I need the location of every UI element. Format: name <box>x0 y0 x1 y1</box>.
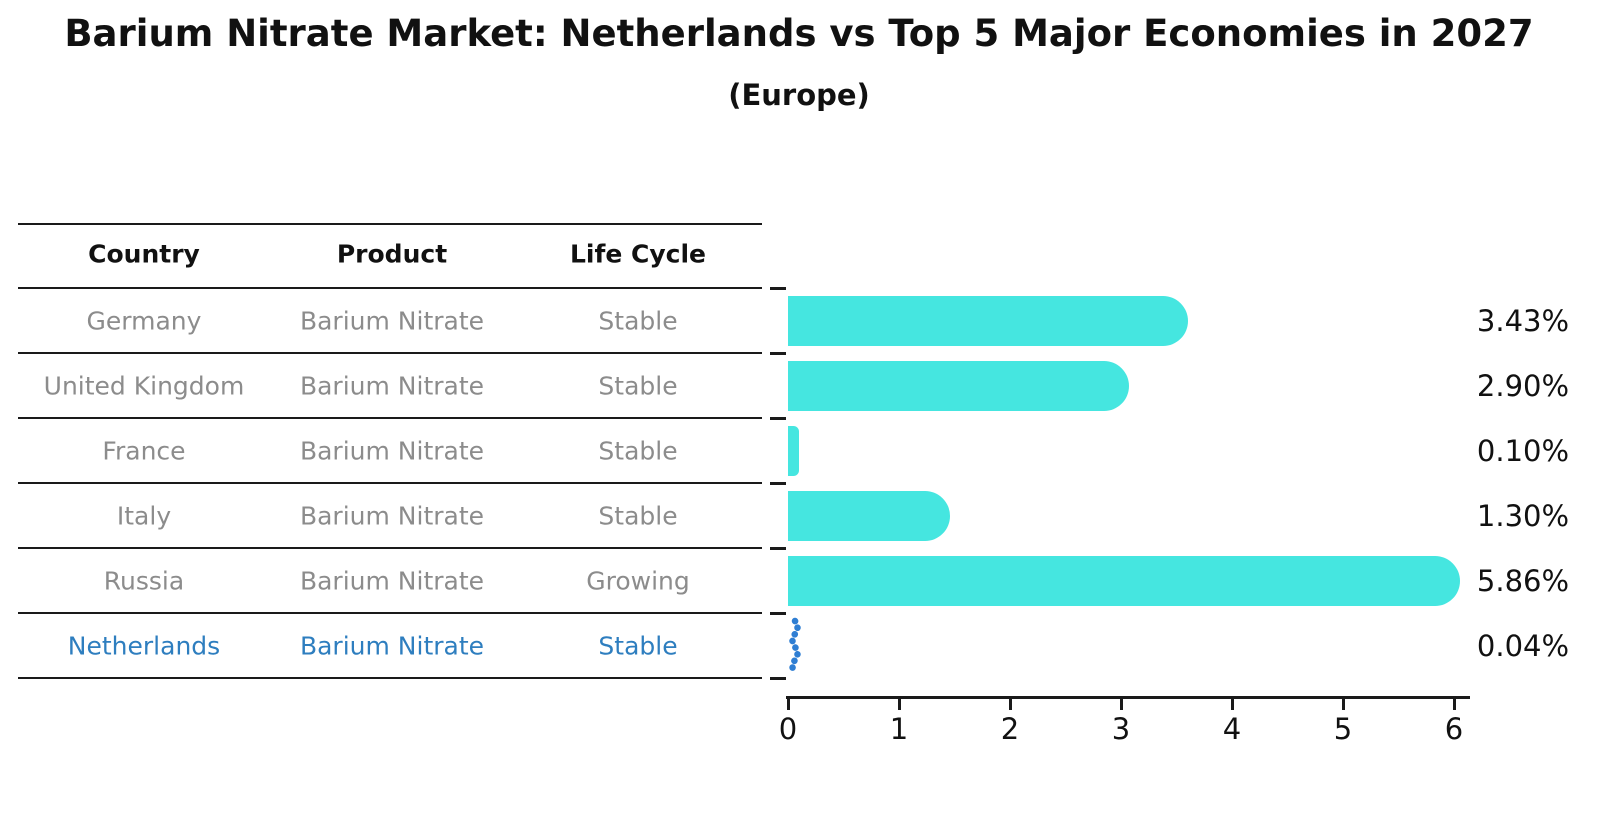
x-axis-tick <box>1230 699 1234 710</box>
table-rule <box>18 287 762 289</box>
bar-france <box>788 426 800 476</box>
table-rule <box>18 417 762 419</box>
x-axis-tick-label: 4 <box>1222 712 1242 746</box>
table-cell-country: Italy <box>116 501 172 531</box>
table-cell-product: Barium Nitrate <box>299 436 485 466</box>
bar-value-label: 2.90% <box>1476 369 1570 403</box>
x-axis-tick-label: 5 <box>1333 712 1353 746</box>
bar-value-label: 3.43% <box>1476 304 1570 338</box>
bar-value-label: 0.04% <box>1476 629 1570 663</box>
netherlands-dotted-bar-marker <box>789 617 801 677</box>
bar-germany <box>788 296 1189 346</box>
x-axis-tick-label: 6 <box>1444 712 1464 746</box>
table-header-product: Product <box>336 239 448 269</box>
x-axis-tick <box>1452 699 1456 710</box>
table-cell-product: Barium Nitrate <box>299 371 485 401</box>
table-cell-life_cycle: Stable <box>598 306 678 336</box>
chart-subtitle: (Europe) <box>728 78 870 112</box>
x-axis-tick <box>1119 699 1123 710</box>
y-axis-tick <box>770 546 786 550</box>
x-axis-tick <box>897 699 901 710</box>
table-cell-country: Netherlands <box>67 631 221 661</box>
x-axis-tick <box>1008 699 1012 710</box>
table-cell-country: United Kingdom <box>43 371 245 401</box>
table-cell-country: Russia <box>103 566 185 596</box>
x-axis-tick-label: 2 <box>1000 712 1020 746</box>
table-rule <box>18 547 762 549</box>
table-header-country: Country <box>88 239 200 269</box>
table-cell-product: Barium Nitrate <box>299 501 485 531</box>
table-rule <box>18 223 762 225</box>
table-header-life_cycle: Life Cycle <box>569 239 707 269</box>
table-cell-life_cycle: Stable <box>598 501 678 531</box>
bar-italy <box>788 491 950 541</box>
table-cell-product: Barium Nitrate <box>299 566 485 596</box>
table-cell-country: France <box>102 436 186 466</box>
x-axis-tick <box>786 699 790 710</box>
x-axis-line <box>786 696 1470 699</box>
y-axis-tick <box>770 416 786 420</box>
table-cell-life_cycle: Stable <box>598 631 678 661</box>
x-axis-tick-label: 3 <box>1111 712 1131 746</box>
bar-value-label: 5.86% <box>1476 564 1570 598</box>
bar-russia <box>788 556 1461 606</box>
chart-title: Barium Nitrate Market: Netherlands vs To… <box>64 12 1534 55</box>
x-axis-tick-label: 0 <box>778 712 798 746</box>
x-axis-tick <box>1341 699 1345 710</box>
table-cell-life_cycle: Growing <box>586 566 690 596</box>
y-axis-tick <box>770 286 786 290</box>
table-cell-product: Barium Nitrate <box>299 631 485 661</box>
bar-value-label: 1.30% <box>1476 499 1570 533</box>
y-axis-tick <box>770 481 786 485</box>
x-axis-tick-label: 1 <box>889 712 909 746</box>
y-axis-tick <box>770 611 786 615</box>
table-rule <box>18 352 762 354</box>
table-rule <box>18 482 762 484</box>
table-cell-life_cycle: Stable <box>598 436 678 466</box>
y-axis-tick <box>770 351 786 355</box>
bar-united-kingdom <box>788 361 1129 411</box>
table-cell-country: Germany <box>86 306 202 336</box>
table-cell-product: Barium Nitrate <box>299 306 485 336</box>
y-axis-tick <box>770 676 786 680</box>
table-cell-life_cycle: Stable <box>598 371 678 401</box>
bar-value-label: 0.10% <box>1476 434 1570 468</box>
table-rule <box>18 677 762 679</box>
table-rule <box>18 612 762 614</box>
